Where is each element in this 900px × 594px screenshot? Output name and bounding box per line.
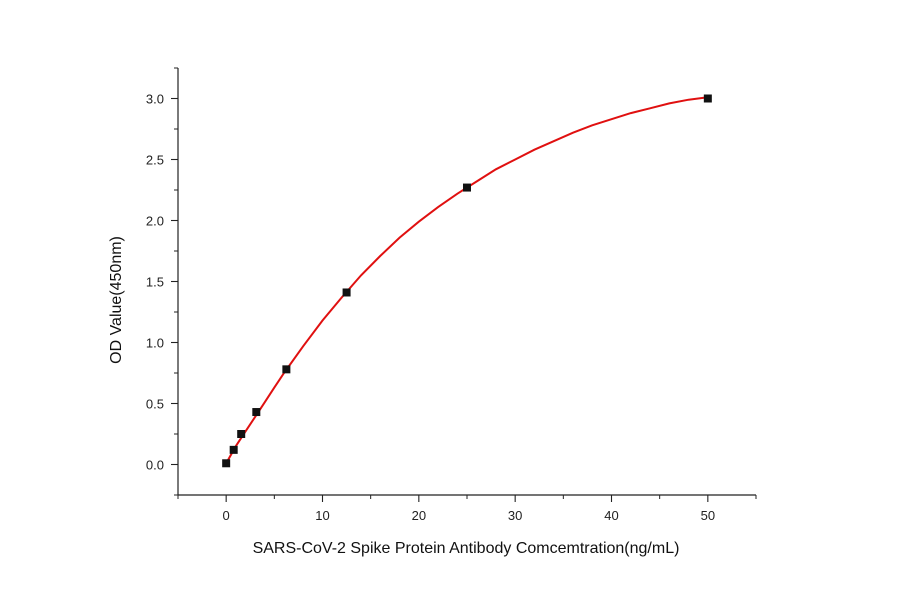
y-tick-label: 0.0 — [146, 458, 164, 473]
data-point — [222, 459, 231, 468]
chart-ticks: 0 10 20 30 40 50 0.0 0.5 1.0 1.5 2.0 2.5 3.0 — [146, 67, 757, 523]
data-point — [237, 430, 246, 438]
y-tick-label: 0.5 — [146, 397, 164, 412]
y-tick-label: 2.0 — [146, 214, 164, 229]
data-point — [229, 445, 238, 454]
x-tick-label: 30 — [508, 508, 522, 523]
x-tick-label: 40 — [604, 508, 618, 523]
chart-axes — [177, 68, 756, 496]
y-tick-label: 1.0 — [146, 336, 164, 351]
x-tick-label: 50 — [701, 508, 715, 523]
data-point — [703, 94, 712, 103]
x-tick-label: 20 — [412, 508, 426, 523]
data-point — [342, 288, 351, 297]
y-axis-label: OD Value(450nm) — [108, 236, 125, 364]
data-point — [252, 408, 261, 417]
y-tick-label: 2.5 — [146, 153, 164, 168]
chart-points — [222, 94, 712, 468]
chart-curves — [225, 96, 708, 464]
x-axis-label: SARS-CoV-2 Spike Protein Antibody Comcem… — [253, 540, 680, 557]
data-point — [463, 183, 471, 192]
y-tick-label: 1.5 — [146, 275, 164, 290]
fit-curve-line — [225, 96, 708, 464]
data-point — [282, 365, 291, 374]
x-tick-label: 10 — [315, 508, 329, 523]
x-tick-label: 0 — [223, 508, 230, 523]
y-tick-label: 3.0 — [146, 92, 164, 107]
